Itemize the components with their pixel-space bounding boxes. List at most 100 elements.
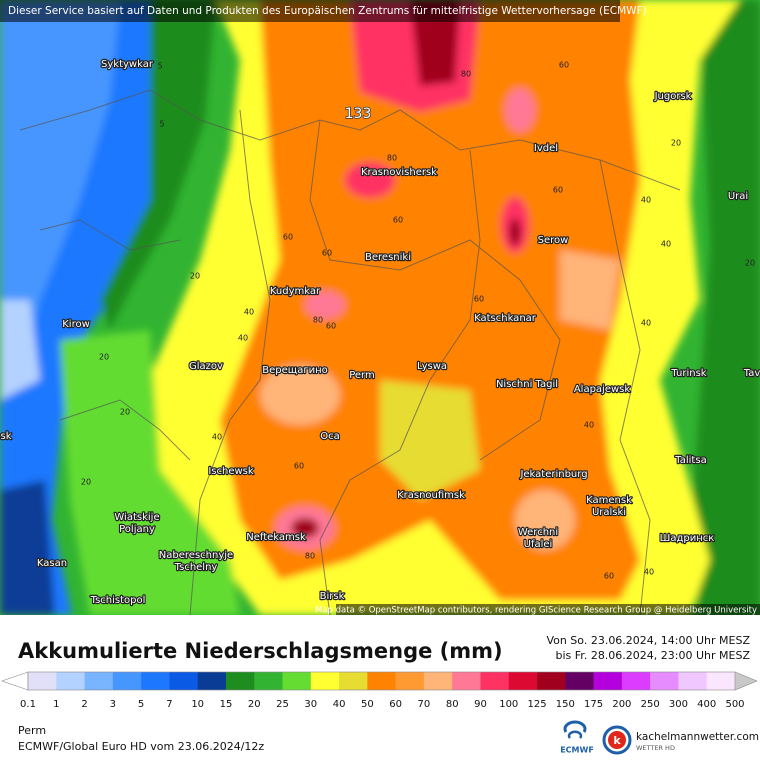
site-name: kachelmannwetter.com	[636, 731, 759, 743]
place-label: Urai	[728, 191, 748, 202]
contour-label: 40	[584, 421, 594, 430]
contour-label: 40	[244, 308, 254, 317]
color-swatch	[254, 672, 283, 690]
ecmwf-logo-text: ECMWF	[560, 746, 594, 755]
place-label: Glazov	[189, 361, 223, 372]
place-label: Kamensk	[586, 495, 632, 506]
place-label: Serow	[538, 235, 569, 246]
color-swatch	[84, 672, 114, 690]
color-swatch	[565, 672, 594, 690]
place-label: Lyswa	[417, 361, 447, 372]
scale-label: 10	[191, 699, 204, 710]
scale-label: 7	[166, 699, 172, 710]
contour-label: 60	[553, 186, 563, 195]
admin-borders	[19, 89, 681, 615]
place-label: Turinsk	[670, 368, 706, 379]
contour-label: 60	[604, 572, 614, 581]
contour-label: 80	[305, 552, 315, 561]
scale-label: 15	[220, 699, 233, 710]
place-label: Katschkanar	[474, 313, 537, 324]
color-swatch	[225, 672, 255, 690]
place-label: Ufalei	[524, 539, 553, 550]
place-label: Tav	[743, 368, 760, 379]
place-label: Oca	[320, 431, 340, 442]
scale-label: 2	[81, 699, 87, 710]
place-label: Ischewsk	[208, 466, 254, 477]
color-swatch	[650, 672, 679, 690]
scale-label: 3	[110, 699, 116, 710]
place-label: Верещагино	[262, 365, 327, 376]
color-swatch	[678, 672, 708, 690]
contour-label: 60	[283, 233, 293, 242]
contour-label: 60	[393, 216, 403, 225]
period-from: Von So. 23.06.2024, 14:00 Uhr MESZ	[546, 634, 750, 647]
scale-label: 150	[556, 699, 575, 710]
scale-label: 500	[725, 699, 744, 710]
color-swatch	[310, 672, 340, 690]
scale-label: 80	[446, 699, 459, 710]
location: Perm	[18, 724, 46, 737]
contour-label: 20	[671, 139, 681, 148]
maximum-label: 133	[345, 106, 372, 122]
place-label: Syktywkar	[101, 59, 154, 70]
contour-label: 60	[326, 322, 336, 331]
contour-label: 80	[313, 316, 323, 325]
under-swatch	[1, 671, 29, 691]
place-label: Nabereschnyje	[159, 550, 233, 561]
place-label: Tschelny	[174, 562, 218, 573]
scale-label: 25	[276, 699, 289, 710]
scale-label: 1	[53, 699, 59, 710]
scale-label: 200	[612, 699, 631, 710]
color-swatch	[452, 672, 481, 690]
place-label: Uralski	[592, 507, 626, 518]
ecmwf-logo: ECMWF	[560, 720, 594, 755]
scale-label: 5	[138, 699, 144, 710]
scale-label: 175	[584, 699, 603, 710]
legend-title: Akkumulierte Niederschlagsmenge (mm)	[18, 639, 503, 663]
contour-label: 20	[190, 272, 200, 281]
place-label: Nischni Tagil	[496, 379, 558, 390]
scale-label: 40	[333, 699, 346, 710]
ecmwf-notice: Dieser Service basiert auf Daten und Pro…	[8, 5, 647, 17]
over-swatch	[734, 671, 758, 691]
color-swatch	[339, 672, 368, 690]
color-swatch	[621, 672, 651, 690]
kachelmann-logo: k kachelmannwetter.com WETTER HD	[602, 725, 759, 755]
scale-label: 50	[361, 699, 374, 710]
place-label: Poljany	[119, 524, 155, 535]
scale-label: 300	[669, 699, 688, 710]
place-label: Birsk	[320, 591, 345, 602]
model-run: ECMWF/Global Euro HD vom 23.06.2024/12z	[18, 740, 264, 753]
place-label: sk	[0, 431, 11, 442]
place-labels: Syktywkar Jugorsk Ivdel Urai Krasnovishersk S…	[0, 58, 760, 607]
contour-label: 20	[745, 259, 755, 268]
scale-frame	[27, 671, 736, 691]
contour-label: 40	[641, 196, 651, 205]
contour-label: 40	[212, 433, 222, 442]
contour-labels: 5 5 20 20 20 20 20 20 40 40 40 40 40 40 40 40 60 60 60 60 60…	[81, 61, 755, 581]
contour-label: 60	[559, 61, 569, 70]
color-swatch	[395, 672, 425, 690]
color-swatch	[706, 672, 736, 690]
place-label: Beresniki	[365, 252, 411, 263]
color-swatch	[197, 672, 227, 690]
place-label: Ivdel	[534, 143, 558, 154]
contour-label: 60	[322, 249, 332, 258]
place-label: Werchni	[518, 527, 558, 538]
place-label: Krasnovishersk	[361, 167, 437, 178]
place-label: Perm	[349, 370, 375, 381]
color-swatch	[423, 672, 453, 690]
place-label: Neftekamsk	[246, 532, 306, 543]
notice-bar	[0, 0, 620, 22]
attribution-bar	[336, 604, 760, 615]
precip-field: Syktywkar Jugorsk Ivdel Urai Krasnovishersk S…	[0, 0, 760, 616]
map-attribution: Map data © OpenStreetMap contributors, r…	[315, 606, 757, 616]
contour-label: 60	[474, 295, 484, 304]
k-letter: k	[613, 734, 621, 747]
scale-label: 20	[248, 699, 261, 710]
period-to: bis Fr. 28.06.2024, 23:00 Uhr MESZ	[556, 649, 751, 662]
place-label: Krasnoufimsk	[397, 490, 465, 501]
contour-label: 40	[644, 568, 654, 577]
color-swatch	[367, 672, 396, 690]
